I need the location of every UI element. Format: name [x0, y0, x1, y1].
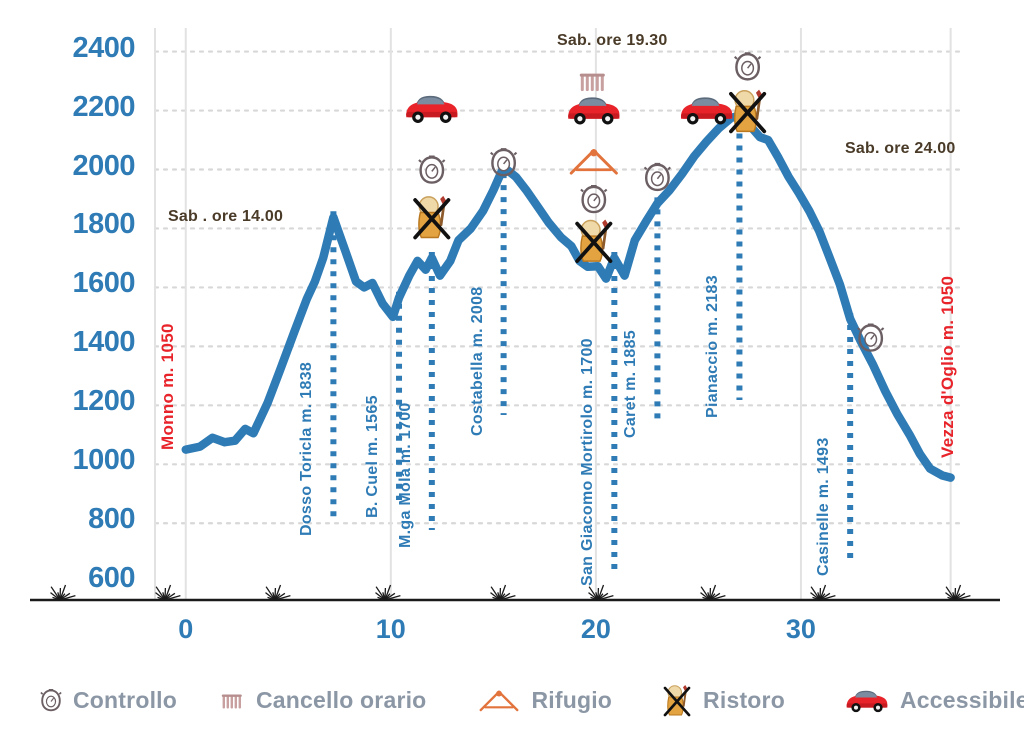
station-label: M.ga Mola m. 1700 — [396, 402, 414, 548]
y-axis-tick-label: 800 — [88, 503, 135, 536]
y-axis-tick-label: 2400 — [72, 31, 135, 64]
rifugio-icon — [479, 689, 519, 712]
controllo-icon — [733, 51, 762, 81]
legend-item-cancello-orario[interactable]: Cancello orario — [221, 687, 426, 714]
station-droplines — [330, 109, 854, 570]
legend-item-rifugio[interactable]: Rifugio — [478, 687, 612, 714]
x-axis-tick-label: 10 — [375, 614, 406, 644]
y-axis-tick-label: 1200 — [72, 385, 135, 418]
y-axis-tick-label: 1000 — [72, 444, 135, 477]
legend-label: Controllo — [73, 686, 177, 713]
auto-icon — [846, 690, 888, 713]
station-label: Pianaccio m. 2183 — [704, 275, 722, 418]
profile-line — [181, 111, 955, 482]
time-annotation: Sab. ore 19.30 — [557, 32, 668, 49]
controllo-icon — [579, 183, 608, 214]
cancello-orario-icon — [221, 694, 242, 708]
y-axis-tick-label: 1800 — [72, 208, 135, 241]
time-annotation: Sab. ore 24.00 — [845, 140, 956, 157]
y-axis-tick-label: 600 — [88, 562, 135, 595]
legend-label: Cancello orario — [256, 686, 427, 713]
x-axis-tick-label: 20 — [580, 614, 611, 644]
vertical-gridlines — [154, 28, 952, 600]
station-label: Costabella m. 2008 — [468, 286, 486, 436]
station-label: Caret m. 1885 — [622, 330, 640, 438]
controllo-icon — [417, 154, 446, 184]
y-axis-tick-label: 1600 — [72, 267, 135, 300]
legend-item-accessibile-in-auto[interactable]: Accessibile in auto — [845, 687, 1024, 714]
x-axis-tick-label: 0 — [178, 614, 194, 644]
y-axis-tick-label: 1400 — [72, 326, 135, 359]
x-axis-tick-label: 30 — [785, 614, 816, 644]
ristoro-icon — [575, 217, 613, 264]
legend-label: Accessibile in auto — [899, 686, 1024, 713]
chart-legend: Controllo Cancello orario Rifugio Ristoro Ac… — [40, 678, 1024, 722]
controllo-icon — [643, 161, 672, 192]
rifugio-icon — [569, 147, 618, 175]
y-axis-tick-label: 2200 — [72, 90, 135, 123]
station-label: B. Cuel m. 1565 — [364, 395, 382, 518]
ristoro-icon — [413, 193, 451, 240]
auto-icon — [406, 95, 458, 123]
legend-item-ristoro[interactable]: Ristoro — [662, 682, 785, 718]
auto-icon — [568, 97, 620, 125]
endpoint-label: Vezza d'Oglio m. 1050 — [938, 275, 957, 458]
legend-label: Ristoro — [703, 686, 785, 713]
station-label: Casinelle m. 1493 — [815, 437, 833, 576]
cancello-icon — [579, 73, 605, 92]
ristoro-icon — [729, 87, 767, 134]
legend-label: Rifugio — [531, 686, 613, 713]
legend-item-controllo[interactable]: Controllo — [40, 687, 177, 714]
controllo-icon — [40, 688, 62, 712]
time-annotation: Sab . ore 14.00 — [168, 208, 284, 225]
y-axis-tick-label: 2000 — [72, 149, 135, 182]
station-label: Dosso Toricla m. 1838 — [298, 361, 316, 536]
ristoro-icon — [663, 683, 691, 717]
endpoint-label: Monno m. 1050 — [158, 323, 177, 450]
controllo-icon — [489, 146, 518, 177]
auto-icon — [681, 97, 733, 125]
station-label: San Giacomo Mortirolo m. 1700 — [579, 338, 597, 586]
ground-baseline — [30, 584, 1000, 602]
